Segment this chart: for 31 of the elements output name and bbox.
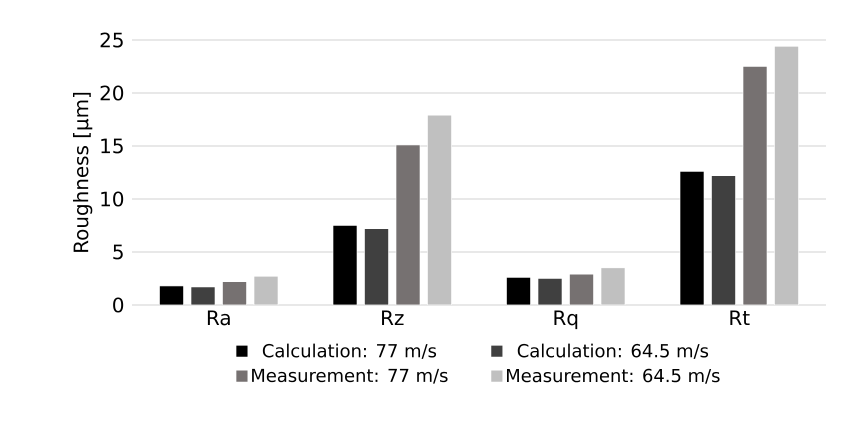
bar xyxy=(159,286,184,305)
bar xyxy=(332,225,358,305)
y-tick-label: 20 xyxy=(100,85,124,101)
legend-label: Measurement: 77 m/s xyxy=(252,368,448,384)
y-tick-label: 0 xyxy=(113,297,124,313)
y-tick-label: 10 xyxy=(101,191,124,207)
x-tick-label: Rz xyxy=(382,310,404,326)
bar xyxy=(711,175,736,305)
x-tick-label: Rq xyxy=(554,310,578,330)
bar xyxy=(774,46,799,305)
bar xyxy=(396,144,420,305)
legend-label: Calculation: 64.5 m/s xyxy=(518,344,708,359)
bar xyxy=(364,228,389,305)
bar xyxy=(742,66,768,305)
bar xyxy=(254,276,278,305)
bar xyxy=(506,277,531,305)
bar xyxy=(600,268,626,305)
bar xyxy=(427,114,452,305)
legend-label: Measurement: 64.5 m/s xyxy=(507,368,720,384)
bar xyxy=(222,281,247,305)
bar xyxy=(569,274,594,305)
y-tick-label: 15 xyxy=(101,138,123,154)
bar xyxy=(538,278,562,305)
y-tick-label: 5 xyxy=(113,244,123,260)
bar xyxy=(680,171,704,305)
bar xyxy=(190,286,216,305)
y-axis-title: Roughness [µm] xyxy=(73,92,92,252)
x-tick-label: Ra xyxy=(208,310,230,326)
legend-label: Calculation: 77 m/s xyxy=(262,344,436,359)
y-tick-label: 25 xyxy=(100,32,123,48)
x-tick-label: Rt xyxy=(730,310,750,326)
